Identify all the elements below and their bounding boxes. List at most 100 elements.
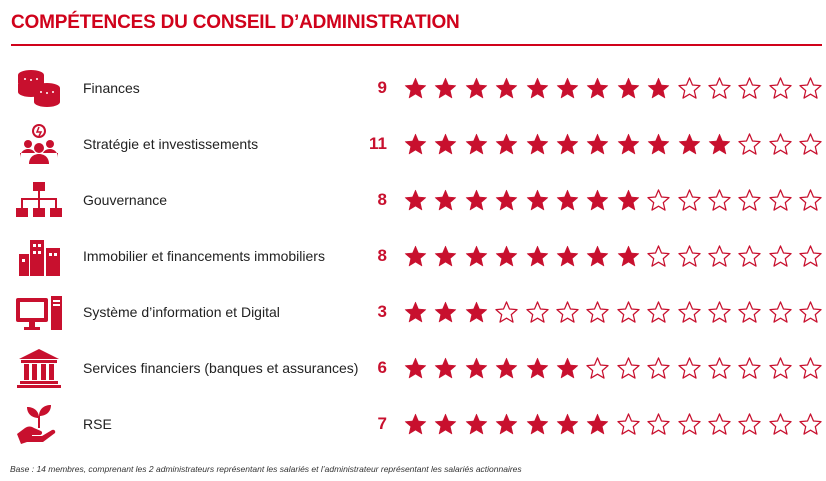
competence-count: 7 [377,414,387,433]
star-filled-icon [586,133,609,156]
star-filled-icon [556,413,579,436]
star-empty-icon [586,357,610,380]
star-empty-icon [738,77,762,100]
star-filled-icon [465,77,488,100]
star-filled-icon [495,413,518,436]
star-filled-icon [495,357,518,380]
star-filled-icon [586,413,609,436]
star-empty-icon [769,413,792,436]
star-empty-icon [799,77,822,100]
star-filled-icon [465,413,488,436]
star-filled-icon [526,133,549,156]
star-filled-icon [526,245,549,268]
star-empty-icon [769,357,792,380]
star-filled-icon [678,133,701,156]
star-empty-icon [495,301,518,324]
star-filled-icon [647,77,670,100]
star-empty-icon [738,189,762,212]
star-filled-icon [434,301,457,324]
buildings-icon [15,236,63,276]
star-filled-icon [526,189,549,212]
star-empty-icon [738,133,762,156]
star-empty-icon [617,357,640,380]
star-empty-icon [799,301,822,324]
star-filled-icon [556,245,579,268]
star-empty-icon [799,189,822,212]
star-filled-icon [434,245,457,268]
star-empty-icon [769,301,792,324]
footnote: Base : 14 membres, comprenant les 2 admi… [10,464,522,474]
star-filled-icon [404,77,427,100]
competence-row: Gouvernance 8 [0,172,826,228]
star-filled-icon [556,133,579,156]
competence-row: Stratégie et investissements 11 [0,116,826,172]
star-filled-icon [404,357,427,380]
star-empty-icon [799,357,822,380]
star-filled-icon [708,133,731,156]
star-filled-icon [586,245,609,268]
star-filled-icon [434,189,457,212]
star-empty-icon [738,301,762,324]
star-empty-icon [708,413,731,436]
star-filled-icon [495,133,518,156]
star-filled-icon [404,189,427,212]
star-filled-icon [526,413,549,436]
star-empty-icon [738,413,762,436]
star-empty-icon [708,301,731,324]
star-filled-icon [617,189,640,212]
star-empty-icon [647,189,670,212]
star-empty-icon [708,245,731,268]
competence-label: Gouvernance [83,192,168,208]
star-filled-icon [465,245,488,268]
competence-label: Finances [83,80,140,96]
competence-count: 8 [377,190,387,209]
star-empty-icon [769,133,792,156]
star-filled-icon [495,189,518,212]
competence-row: Services financiers (banques et assuranc… [0,340,826,396]
star-empty-icon [647,413,670,436]
star-filled-icon [617,133,640,156]
star-filled-icon [647,133,670,156]
star-filled-icon [617,77,640,100]
competence-row: RSE 7 [0,396,826,452]
star-empty-icon [738,245,762,268]
competence-count: 11 [369,134,387,153]
star-empty-icon [617,413,640,436]
competence-count: 9 [377,78,387,97]
page-title: COMPÉTENCES DU CONSEIL D’ADMINISTRATION [11,12,460,33]
star-filled-icon [556,77,579,100]
star-filled-icon [617,245,640,268]
star-empty-icon [677,77,701,100]
star-empty-icon [556,301,579,324]
star-empty-icon [677,413,701,436]
competence-count: 6 [377,358,387,377]
org-chart-icon [15,180,63,220]
star-filled-icon [465,357,488,380]
competence-label: Immobilier et financements immobiliers [83,248,325,264]
star-filled-icon [495,77,518,100]
star-empty-icon [769,189,792,212]
star-empty-icon [525,301,549,324]
star-empty-icon [677,357,701,380]
star-empty-icon [647,357,670,380]
star-filled-icon [404,245,427,268]
plant-hand-icon [15,404,63,444]
star-filled-icon [526,357,549,380]
competence-count: 3 [377,302,387,321]
star-filled-icon [526,77,549,100]
star-filled-icon [404,133,427,156]
star-empty-icon [647,245,670,268]
competence-count: 8 [377,246,387,265]
star-filled-icon [465,301,488,324]
star-filled-icon [586,189,609,212]
star-empty-icon [708,77,731,100]
bank-icon [15,348,63,388]
star-filled-icon [556,189,579,212]
star-empty-icon [647,301,670,324]
computer-icon [15,292,63,332]
strategy-team-icon [15,124,63,164]
star-empty-icon [586,301,610,324]
star-filled-icon [495,245,518,268]
star-filled-icon [465,189,488,212]
star-filled-icon [404,301,427,324]
